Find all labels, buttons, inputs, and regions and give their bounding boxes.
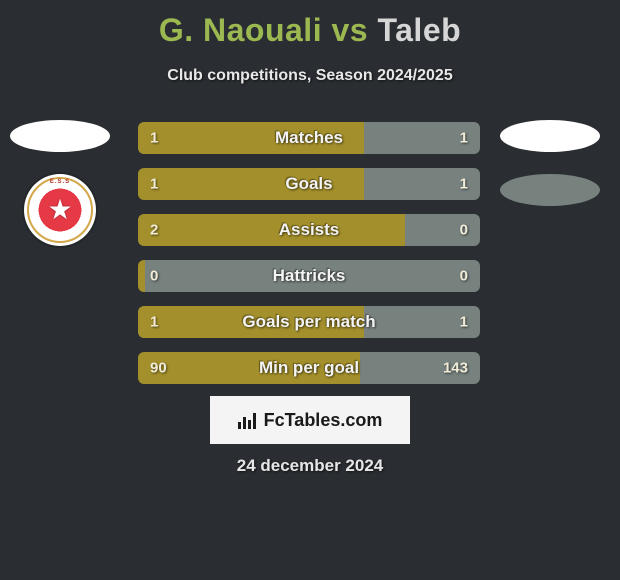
comparison-bars: Matches 1 1 Goals 1 1 Assists 2 0 Hattricks 0 0 Goal… <box>138 122 480 384</box>
stat-value-right: 143 <box>443 360 468 377</box>
stat-label: Matches <box>275 128 343 148</box>
stat-bar: Goals 1 1 <box>138 168 480 200</box>
comparison-title: G. Naouali vs Taleb <box>0 0 620 49</box>
stat-value-left: 90 <box>150 360 167 377</box>
stat-value-right: 1 <box>460 130 468 147</box>
stat-value-right: 1 <box>460 176 468 193</box>
player1-placeholder-oval <box>10 120 110 152</box>
branding-logo-icon <box>238 411 256 429</box>
player2-name: Taleb <box>377 12 461 48</box>
branding-text: FcTables.com <box>264 410 383 431</box>
left-player-column: E.S.S ★ <box>10 120 110 246</box>
stat-value-right: 1 <box>460 314 468 331</box>
stat-label: Goals <box>285 174 332 194</box>
branding-badge: FcTables.com <box>210 396 410 444</box>
stat-label: Hattricks <box>273 266 346 286</box>
player2-placeholder-oval-1 <box>500 120 600 152</box>
vs-text-1: vs <box>331 12 368 48</box>
player1-club-crest: E.S.S ★ <box>24 174 96 246</box>
stat-bar-right-segment <box>405 214 480 246</box>
stat-bar: Goals per match 1 1 <box>138 306 480 338</box>
right-player-column <box>500 120 600 206</box>
stat-bar: Hattricks 0 0 <box>138 260 480 292</box>
crest-label: E.S.S <box>50 179 70 185</box>
stat-label: Goals per match <box>242 312 375 332</box>
player2-placeholder-oval-2 <box>500 174 600 206</box>
stat-value-left: 1 <box>150 176 158 193</box>
stat-bar-left-segment <box>138 260 145 292</box>
stat-value-left: 1 <box>150 130 158 147</box>
stat-value-left: 1 <box>150 314 158 331</box>
stat-value-right: 0 <box>460 268 468 285</box>
stat-bar-left-segment <box>138 214 405 246</box>
player1-name: G. Naouali <box>159 12 322 48</box>
stat-value-left: 2 <box>150 222 158 239</box>
stat-bar: Assists 2 0 <box>138 214 480 246</box>
crest-star-icon: ★ <box>47 196 72 224</box>
stat-value-left: 0 <box>150 268 158 285</box>
stat-label: Min per goal <box>259 358 359 378</box>
subtitle: Club competitions, Season 2024/2025 <box>0 67 620 85</box>
stat-bar: Matches 1 1 <box>138 122 480 154</box>
generation-date: 24 december 2024 <box>237 456 384 476</box>
stat-bar: Min per goal 90 143 <box>138 352 480 384</box>
stat-value-right: 0 <box>460 222 468 239</box>
stat-label: Assists <box>279 220 339 240</box>
